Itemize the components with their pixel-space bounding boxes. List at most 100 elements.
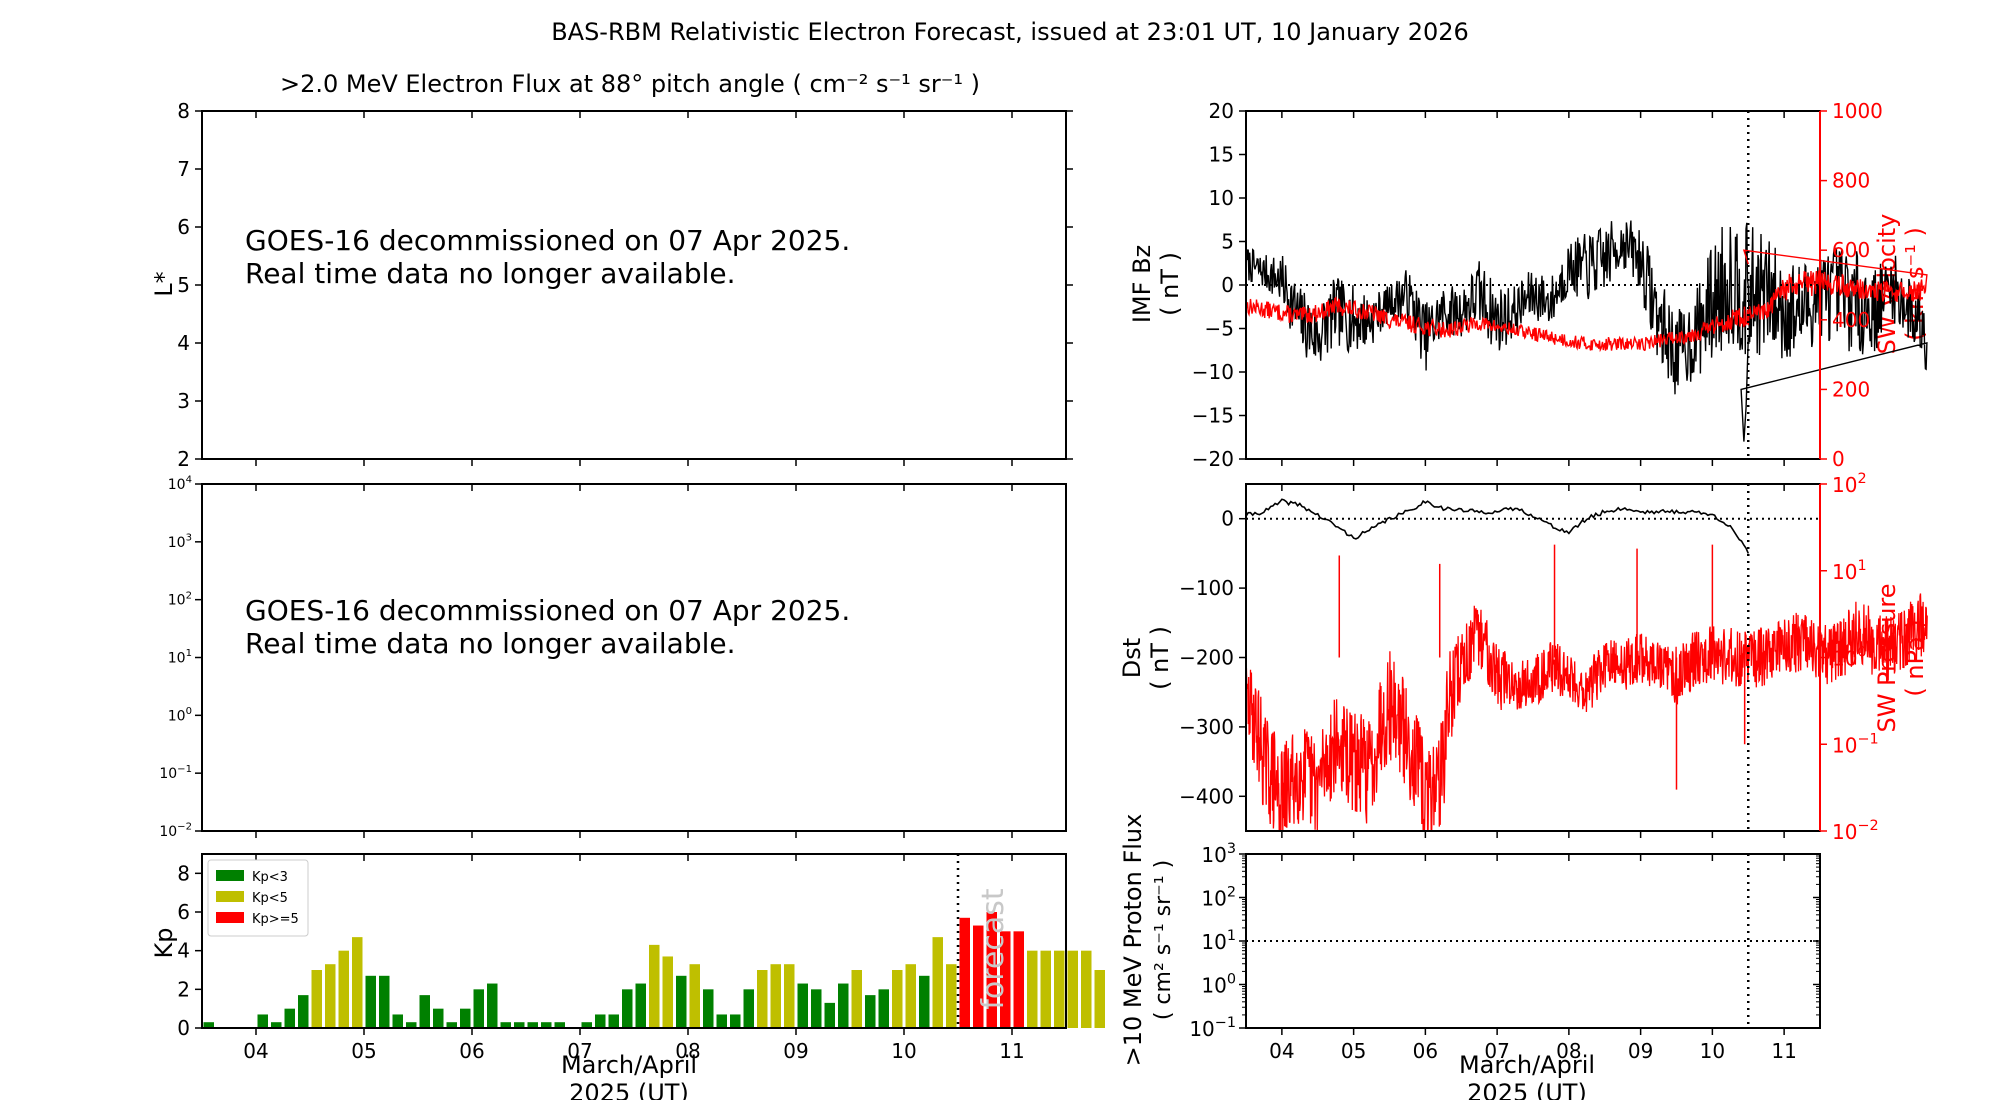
kp-bar xyxy=(622,989,633,1028)
kp-bar xyxy=(527,1022,538,1028)
proton-ytick-label-base: 10 xyxy=(1201,974,1226,998)
kp-xtick-label: 07 xyxy=(567,1039,592,1063)
imf-sw-panel: IMF Bz ( nT ) SW Velocity ( km s⁻¹ ) −20… xyxy=(1128,99,1929,471)
kp-bar xyxy=(446,1022,457,1028)
kp-bar xyxy=(514,1022,525,1028)
kp-bar xyxy=(1081,950,1092,1028)
flux-log-ytick-label-exp: −1 xyxy=(177,764,192,775)
flux-lstar-ytick-label: 6 xyxy=(177,215,190,239)
sw-pressure-line xyxy=(1245,593,1928,832)
flux-log-ytick-label-exp: 3 xyxy=(186,533,192,544)
kp-frame xyxy=(201,853,1067,1029)
swp-ytick-label-base: 10 xyxy=(1832,647,1857,671)
kp-xtick-label: 05 xyxy=(351,1039,376,1063)
kp-bar xyxy=(1000,931,1011,1028)
swv-ytick-label: 600 xyxy=(1832,238,1870,262)
swv-ytick-label: 1000 xyxy=(1832,99,1883,123)
proton-ytick-label-exp: −1 xyxy=(1215,1015,1236,1031)
kp-bar xyxy=(662,956,673,1028)
kp-bar xyxy=(595,1014,606,1028)
kp-bar xyxy=(878,989,889,1028)
dst-swp-panel: Dst ( nT ) SW Pressure ( nPa ) −400−300−… xyxy=(1118,471,1929,844)
kp-legend-swatch xyxy=(216,912,244,923)
kp-bar xyxy=(784,964,795,1028)
kp-bar xyxy=(730,1014,741,1028)
kp-legend-swatch xyxy=(216,870,244,881)
flux-lstar-panel: >2.0 MeV Electron Flux at 88° pitch angl… xyxy=(150,70,1073,471)
kp-xtick-label: 06 xyxy=(459,1039,484,1063)
kp-bar xyxy=(946,964,957,1028)
kp-legend: Kp<3 Kp<5 Kp>=5 xyxy=(207,859,309,937)
proton-xtick-label: 08 xyxy=(1556,1039,1581,1063)
dst-ytick-label: −200 xyxy=(1179,646,1234,670)
flux-log-ytick-label: 104 xyxy=(168,475,192,493)
imf-ytick-label: 0 xyxy=(1221,273,1234,297)
proton-ylabel-line1: >10 MeV Proton Flux xyxy=(1119,814,1147,1067)
proton-ytick-label: 100 xyxy=(1201,972,1236,998)
kp-legend-label: Kp<5 xyxy=(252,891,288,906)
kp-bar xyxy=(406,1022,417,1028)
swp-ytick-label-exp: 1 xyxy=(1857,558,1866,574)
proton-xlabel-line2: 2025 (UT) xyxy=(1467,1079,1587,1100)
proton-ytick-label-base: 10 xyxy=(1201,843,1226,867)
flux-lstar-ytick-label: 5 xyxy=(177,273,190,297)
flux-log-message-line1: GOES-16 decommissioned on 07 Apr 2025. xyxy=(245,594,850,627)
proton-ytick-label-base: 10 xyxy=(1201,930,1226,954)
kp-ylabel: Kp xyxy=(150,928,178,959)
kp-bar xyxy=(392,1014,403,1028)
kp-bar xyxy=(365,975,376,1028)
kp-bar xyxy=(1013,931,1024,1028)
kp-bar xyxy=(1067,950,1078,1028)
kp-bar xyxy=(203,1022,214,1028)
flux-lstar-title: >2.0 MeV Electron Flux at 88° pitch angl… xyxy=(280,70,980,98)
kp-panel: Kp March/April 2025 (UT) 0 2 4 6 8 04 05 06 07 08… xyxy=(150,853,1105,1100)
kp-bar xyxy=(635,983,646,1028)
dst-ytick-label: 0 xyxy=(1221,507,1234,531)
swp-ytick-label-exp: 0 xyxy=(1857,645,1866,661)
kp-bar xyxy=(325,964,336,1028)
flux-lstar-ytick-label: 3 xyxy=(177,389,190,413)
swp-ytick-label-exp: 2 xyxy=(1857,471,1866,487)
flux-lstar-ytick-label: 4 xyxy=(177,331,190,355)
kp-bar xyxy=(1054,950,1065,1028)
kp-ytick-label: 8 xyxy=(177,861,190,885)
proton-ytick-label: 10−1 xyxy=(1189,1015,1236,1041)
kp-ytick-label: 0 xyxy=(177,1016,190,1040)
kp-bar xyxy=(338,950,349,1028)
swv-ytick-label: 400 xyxy=(1832,308,1870,332)
swp-ytick-label-exp: −1 xyxy=(1857,731,1878,747)
kp-bar xyxy=(352,937,363,1028)
flux-log-ytick-label: 101 xyxy=(168,648,192,666)
flux-lstar-ytick-label: 8 xyxy=(177,99,190,123)
kp-bar xyxy=(811,989,822,1028)
kp-bar xyxy=(757,970,768,1028)
flux-log-ytick-label-base: 10 xyxy=(168,477,186,493)
proton-ytick-label-base: 10 xyxy=(1189,1017,1214,1041)
swp-ytick-label-base: 10 xyxy=(1832,733,1857,757)
proton-ytick-label: 102 xyxy=(1201,885,1236,911)
flux-lstar-message-line2: Real time data no longer available. xyxy=(245,257,736,290)
imf-ytick-label: −20 xyxy=(1192,447,1234,471)
flux-lstar-message-line1: GOES-16 decommissioned on 07 Apr 2025. xyxy=(245,224,850,257)
kp-forecast-label: forecast xyxy=(976,888,1011,1010)
figure-title: BAS-RBM Relativistic Electron Forecast, … xyxy=(551,18,1469,46)
kp-xtick-label: 09 xyxy=(783,1039,808,1063)
kp-ytick-label: 4 xyxy=(177,939,190,963)
kp-bar xyxy=(311,970,322,1028)
swp-ytick-label: 100 xyxy=(1832,645,1867,671)
kp-xlabel-line1: March/April xyxy=(561,1051,697,1079)
kp-bar xyxy=(500,1022,511,1028)
proton-xtick-label: 11 xyxy=(1771,1039,1796,1063)
flux-log-ytick-label-base: 10 xyxy=(168,651,186,667)
flux-log-ytick-label-base: 10 xyxy=(168,708,186,724)
swv-ytick-label: 200 xyxy=(1832,377,1870,401)
imf-ylabel-line1: IMF Bz xyxy=(1128,245,1156,323)
flux-log-ytick-label: 102 xyxy=(168,590,192,608)
proton-xtick-label: 10 xyxy=(1700,1039,1725,1063)
kp-bar xyxy=(851,970,862,1028)
kp-xtick-label: 08 xyxy=(675,1039,700,1063)
flux-log-ytick-label-exp: 4 xyxy=(186,475,192,486)
dst-ytick-label: −400 xyxy=(1179,784,1234,808)
kp-bar xyxy=(743,989,754,1028)
kp-bar xyxy=(770,964,781,1028)
